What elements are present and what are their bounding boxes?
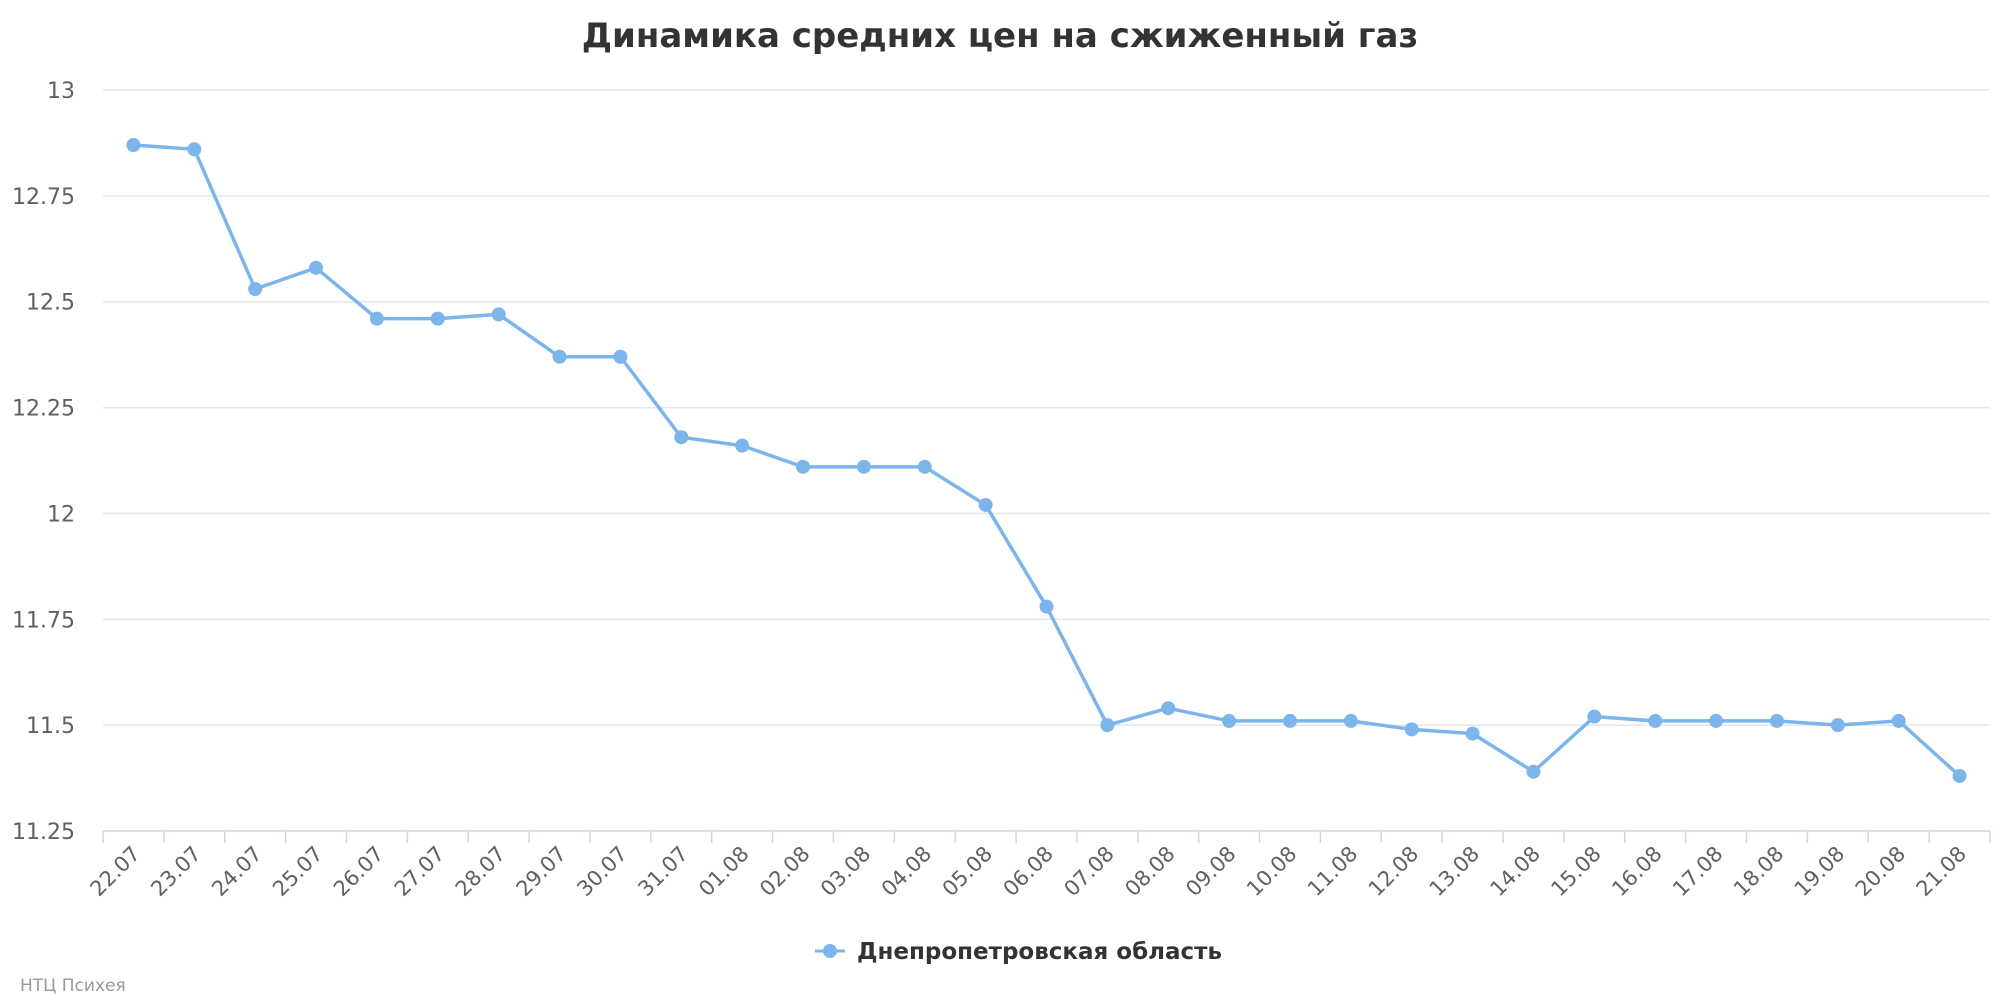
x-tick-label: 30.07 <box>572 842 631 901</box>
grid-layer <box>103 89 1990 726</box>
x-tick-label: 09.08 <box>1181 842 1240 901</box>
data-point[interactable] <box>917 459 932 474</box>
x-tick-label: 04.08 <box>877 842 936 901</box>
data-point[interactable] <box>1282 713 1297 728</box>
x-tick-label: 27.07 <box>390 842 449 901</box>
x-tick-label: 20.08 <box>1851 842 1910 901</box>
data-point[interactable] <box>1587 709 1602 724</box>
data-point[interactable] <box>796 459 811 474</box>
data-point[interactable] <box>1526 764 1541 779</box>
legend-label: Днепропетровская область <box>857 939 1222 965</box>
x-tick-label: 14.08 <box>1486 842 1545 901</box>
y-tick-label: 13 <box>47 79 75 104</box>
x-tick-label: 11.08 <box>1303 842 1362 901</box>
y-tick-label: 12.25 <box>12 397 75 422</box>
x-tick-label: 19.08 <box>1790 842 1849 901</box>
data-point[interactable] <box>369 311 384 326</box>
x-tick-label: 24.07 <box>207 842 266 901</box>
data-point[interactable] <box>1952 768 1967 783</box>
data-point[interactable] <box>978 497 993 512</box>
credits-label[interactable]: НТЦ Психея <box>20 976 126 996</box>
legend-dot-marker <box>823 944 837 958</box>
x-tick-label: 16.08 <box>1607 842 1666 901</box>
data-point[interactable] <box>1161 701 1176 716</box>
data-point[interactable] <box>1039 599 1054 614</box>
x-tick-label: 21.08 <box>1912 842 1971 901</box>
x-tick-label: 08.08 <box>1120 842 1179 901</box>
data-point[interactable] <box>1830 718 1845 733</box>
data-point[interactable] <box>430 311 445 326</box>
x-tick-label: 26.07 <box>329 842 388 901</box>
data-point[interactable] <box>1891 713 1906 728</box>
x-tick-label: 06.08 <box>999 842 1058 901</box>
data-point[interactable] <box>552 349 567 364</box>
data-point[interactable] <box>187 142 202 157</box>
x-tick-label: 01.08 <box>694 842 753 901</box>
x-tick-label: 10.08 <box>1242 842 1301 901</box>
data-point[interactable] <box>674 430 689 445</box>
x-tick-label: 18.08 <box>1729 842 1788 901</box>
x-tick-label: 15.08 <box>1546 842 1605 901</box>
data-point[interactable] <box>1222 713 1237 728</box>
x-tick-label: 28.07 <box>451 842 510 901</box>
x-tick-label: 03.08 <box>816 842 875 901</box>
x-tick-label: 07.08 <box>1059 842 1118 901</box>
data-point[interactable] <box>735 438 750 453</box>
x-tick-label: 22.07 <box>85 842 144 901</box>
x-tick-label: 25.07 <box>268 842 327 901</box>
x-tick-label: 31.07 <box>633 842 692 901</box>
y-tick-label: 12 <box>47 502 75 527</box>
series-line <box>131 143 1962 778</box>
data-point[interactable] <box>309 260 324 275</box>
y-tick-label: 11.25 <box>12 820 75 845</box>
data-point[interactable] <box>1100 718 1115 733</box>
x-tick-label: 02.08 <box>755 842 814 901</box>
y-tick-label: 12.75 <box>12 185 75 210</box>
x-tick-label: 13.08 <box>1425 842 1484 901</box>
data-point[interactable] <box>248 282 263 297</box>
data-point[interactable] <box>126 138 141 153</box>
y-axis: 11.25 11.5 11.75 12 12.25 12.5 12.75 13 <box>12 79 75 845</box>
data-point[interactable] <box>1465 726 1480 741</box>
data-point[interactable] <box>1343 713 1358 728</box>
x-tick-label: 23.07 <box>146 842 205 901</box>
x-tick-label: 17.08 <box>1668 842 1727 901</box>
x-tick-label: 29.07 <box>512 842 571 901</box>
legend[interactable]: Днепропетровская область <box>815 939 1222 965</box>
x-tick-label: 05.08 <box>938 842 997 901</box>
y-tick-label: 11.5 <box>26 714 75 739</box>
x-axis: 22.07 23.07 24.07 25.07 26.07 27.07 28.07 29.07… <box>85 830 1991 901</box>
series-layer <box>126 138 1967 783</box>
chart-title: Динамика средних цен на сжиженный газ <box>582 16 1419 56</box>
data-point[interactable] <box>613 349 628 364</box>
data-point[interactable] <box>1709 713 1724 728</box>
y-tick-label: 12.5 <box>26 291 75 316</box>
data-point[interactable] <box>491 307 506 322</box>
data-point[interactable] <box>1404 722 1419 737</box>
data-point[interactable] <box>856 459 871 474</box>
data-point[interactable] <box>1648 713 1663 728</box>
x-tick-label: 12.08 <box>1364 842 1423 901</box>
data-point[interactable] <box>1769 713 1784 728</box>
y-tick-label: 11.75 <box>12 608 75 633</box>
